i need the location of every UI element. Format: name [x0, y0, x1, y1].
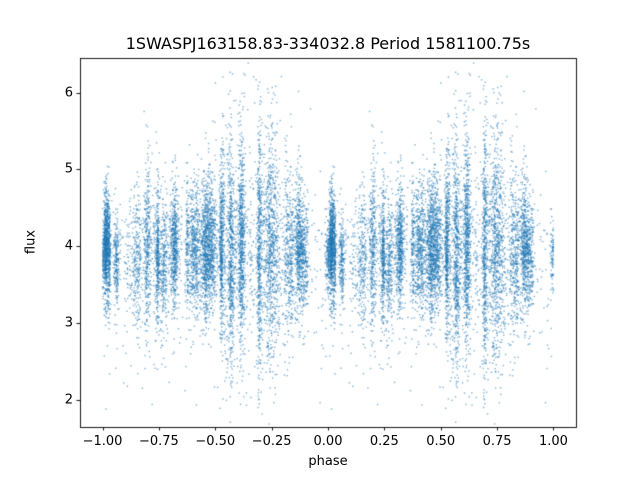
- y-tick-label: 5: [64, 161, 73, 177]
- x-axis-label: phase: [308, 454, 348, 469]
- x-tick-label: −0.75: [138, 434, 179, 449]
- x-tick-label: 0.75: [482, 434, 512, 449]
- y-axis-label: flux: [23, 229, 39, 255]
- x-tick-label: 0.25: [369, 434, 399, 449]
- x-tick-label: 1.00: [538, 434, 568, 449]
- x-tick-label: −0.25: [251, 434, 292, 449]
- x-tick-label: 0.00: [313, 434, 343, 449]
- x-tick-label: −0.50: [195, 434, 236, 449]
- y-tick-label: 2: [64, 392, 73, 408]
- x-tick-label: 0.50: [426, 434, 456, 449]
- y-tick-label: 6: [64, 85, 73, 101]
- y-tick-label: 4: [64, 238, 73, 254]
- chart-title: 1SWASPJ163158.83-334032.8 Period 1581100…: [125, 34, 531, 53]
- y-tick-label: 3: [64, 315, 73, 331]
- x-tick-label: −1.00: [82, 434, 123, 449]
